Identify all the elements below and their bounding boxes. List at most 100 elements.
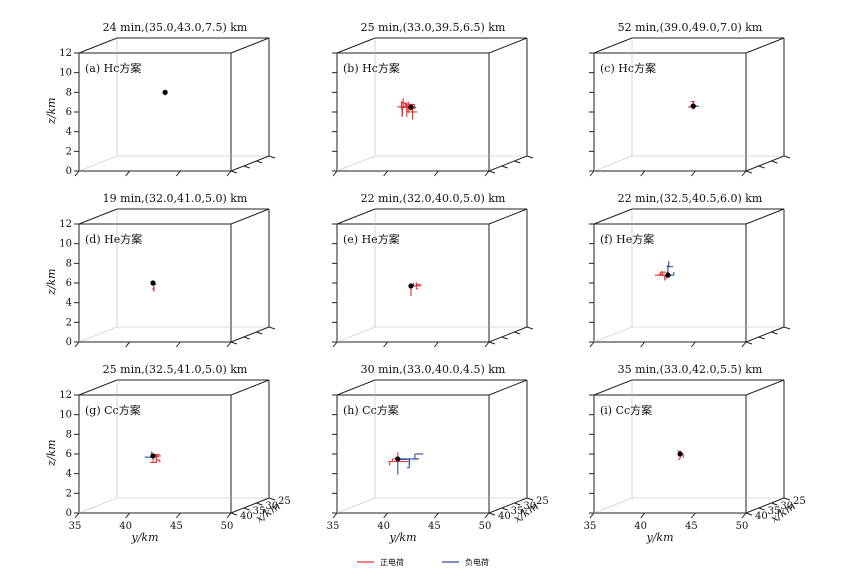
y-tick-mark — [383, 341, 389, 348]
box-edge — [78, 208, 118, 225]
x-tick-label: 35 — [768, 506, 781, 517]
z-tick-label: 12 — [59, 219, 72, 230]
y-tick-mark — [741, 170, 747, 177]
y-tick-mark — [589, 170, 595, 177]
box-edge — [488, 37, 528, 54]
initiation-point — [665, 272, 671, 278]
box-edge — [78, 326, 118, 343]
box-edge — [745, 497, 785, 514]
x-tick-label: 40 — [755, 511, 768, 522]
z-tick-label: 8 — [66, 429, 72, 440]
x-tick-mark — [268, 155, 276, 159]
panel-title: 52 min,(39.0,49.0,7.0) km — [618, 21, 763, 34]
y-tick-mark — [433, 341, 439, 348]
panel-i: 35 min,(33.0,42.0,5.5) km(i) Cc方案2530354… — [584, 363, 806, 544]
x-tick-mark — [256, 331, 263, 335]
x-tick-label: 30 — [523, 501, 536, 512]
y-tick-mark — [640, 341, 646, 348]
x-tick-mark — [256, 160, 263, 164]
y-tick-mark — [125, 341, 131, 348]
x-tick-mark — [526, 497, 534, 501]
z-tick-label: 8 — [66, 258, 72, 269]
box-edge — [745, 37, 785, 54]
y-tick-label: 40 — [119, 521, 132, 532]
y-tick-mark — [640, 170, 646, 177]
legend-positive-label: 正电荷 — [380, 557, 404, 567]
panel-title: 35 min,(33.0,42.0,5.5) km — [618, 363, 763, 376]
z-tick-label: 2 — [66, 317, 72, 328]
panel-title: 22 min,(32.0,40.0,5.0) km — [361, 192, 506, 205]
z-tick-label: 0 — [66, 166, 72, 177]
panel-d: 19 min,(32.0,41.0,5.0) km (d) He方案 0 2 4 6 8 10… — [45, 192, 276, 348]
y-tick-mark — [690, 170, 696, 177]
initiation-point — [150, 280, 156, 286]
y-tick-mark — [383, 170, 389, 177]
panel-title: 19 min,(32.0,41.0,5.0) km — [103, 192, 248, 205]
panel-tag: (b) Hc方案 — [343, 61, 400, 75]
box-edge — [745, 155, 785, 172]
y-tick-label: 40 — [377, 521, 390, 532]
x-tick-label: 40 — [240, 511, 253, 522]
y-tick-mark — [741, 512, 747, 519]
x-tick-mark — [514, 502, 521, 506]
y-tick-label: 35 — [327, 521, 340, 532]
y-tick-mark — [226, 170, 232, 177]
box-edge — [336, 497, 376, 514]
initiation-point — [690, 103, 696, 109]
y-tick-mark — [484, 512, 490, 519]
initiation-point — [408, 104, 414, 110]
box-edge — [230, 379, 270, 396]
box-edge — [488, 155, 528, 172]
box-edge — [593, 37, 633, 54]
z-tick-label: 4 — [66, 298, 72, 309]
z-tick-label: 2 — [66, 488, 72, 499]
y-tick-mark — [433, 512, 439, 519]
panel-tag: (g) Cc方案 — [85, 403, 141, 417]
y-tick-mark — [175, 170, 181, 177]
box-edge — [230, 497, 270, 514]
box-edge — [336, 326, 376, 343]
box-edge — [336, 379, 376, 396]
x-tick-mark — [758, 507, 765, 511]
box-edge — [488, 208, 528, 225]
y-tick-label: 50 — [221, 521, 234, 532]
z-tick-label: 12 — [59, 48, 72, 59]
x-tick-label: 30 — [265, 501, 278, 512]
z-tick-label: 8 — [66, 87, 72, 98]
z-tick-label: 10 — [59, 410, 72, 421]
panel-tag: (e) He方案 — [343, 232, 400, 246]
x-tick-label: 40 — [498, 511, 511, 522]
y-tick-label: 50 — [479, 521, 492, 532]
z-axis-label: z/km — [45, 268, 58, 296]
y-tick-mark — [332, 341, 338, 348]
initiation-point — [162, 89, 168, 95]
panel-f: 22 min,(32.5,40.5,6.0) km (f) He方案 — [589, 192, 791, 348]
initiation-point — [408, 283, 414, 289]
x-tick-mark — [771, 502, 778, 506]
y-tick-mark — [741, 341, 747, 348]
z-tick-label: 10 — [59, 239, 72, 250]
y-tick-mark — [74, 341, 80, 348]
y-tick-mark — [640, 512, 646, 519]
y-tick-label: 50 — [736, 521, 749, 532]
panel-tag: (f) He方案 — [600, 232, 654, 246]
y-axis-label: y/km — [130, 531, 158, 544]
x-tick-mark — [783, 326, 791, 330]
box-edge — [336, 37, 376, 54]
box-edge — [745, 379, 785, 396]
box-edge — [593, 326, 633, 343]
z-axis-label: z/km — [45, 439, 58, 467]
x-tick-mark — [488, 512, 496, 516]
z-tick-label: 6 — [66, 449, 72, 460]
y-tick-mark — [226, 512, 232, 519]
x-tick-mark — [771, 160, 778, 164]
y-tick-label: 40 — [634, 521, 647, 532]
y-tick-mark — [125, 512, 131, 519]
panel-h: 30 min,(33.0,40.0,4.5) km(h) Cc方案2530354… — [327, 363, 549, 544]
x-tick-mark — [243, 336, 250, 340]
x-tick-mark — [256, 502, 263, 506]
legend: 正电荷 负电荷 — [357, 557, 489, 567]
x-tick-mark — [526, 155, 534, 159]
x-tick-mark — [514, 160, 521, 164]
x-tick-mark — [488, 341, 496, 345]
